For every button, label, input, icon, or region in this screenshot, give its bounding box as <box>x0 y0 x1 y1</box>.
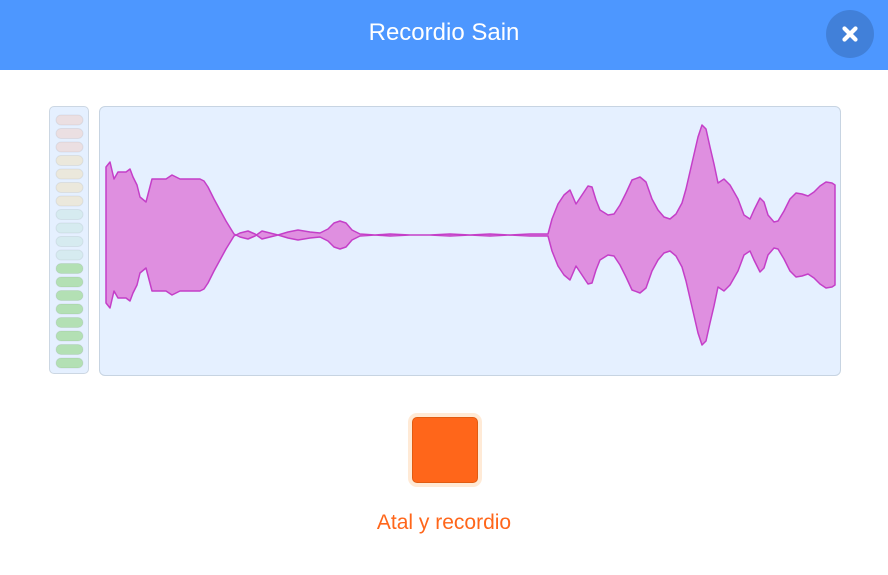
level-meter-segment <box>55 344 84 355</box>
waveform-shape <box>105 124 836 346</box>
level-meter-segment <box>55 168 84 180</box>
dialog-title: Recordio Sain <box>368 19 520 46</box>
level-meter-segment <box>55 276 84 288</box>
level-meter-segment <box>55 128 84 139</box>
level-meter-segment <box>55 114 84 126</box>
level-meter-segment <box>55 222 84 234</box>
dialog-header: Recordio Sain <box>0 0 888 70</box>
level-meter-segment <box>55 317 84 328</box>
level-meter-segment <box>55 357 84 369</box>
level-meter-segment <box>55 303 84 315</box>
level-meter-segment <box>55 290 84 301</box>
level-meter-segment <box>55 195 84 207</box>
level-meter-segment <box>55 263 84 274</box>
level-meter-segment <box>55 236 84 247</box>
level-meter-segment <box>55 249 84 261</box>
level-meter-segments <box>55 114 84 369</box>
close-x-icon <box>842 26 858 42</box>
close-button[interactable] <box>826 10 874 58</box>
stop-recording-button[interactable] <box>412 417 478 483</box>
recording-waveform <box>105 124 836 346</box>
level-meter-segment <box>55 141 84 153</box>
level-meter-segment <box>55 209 84 220</box>
level-meter <box>49 106 89 374</box>
waveform-panel <box>99 106 841 376</box>
level-meter-segment <box>55 182 84 193</box>
level-meter-segment <box>55 330 84 342</box>
recording-status-label: Atal y recordio <box>376 511 512 534</box>
level-meter-segment <box>55 155 84 166</box>
